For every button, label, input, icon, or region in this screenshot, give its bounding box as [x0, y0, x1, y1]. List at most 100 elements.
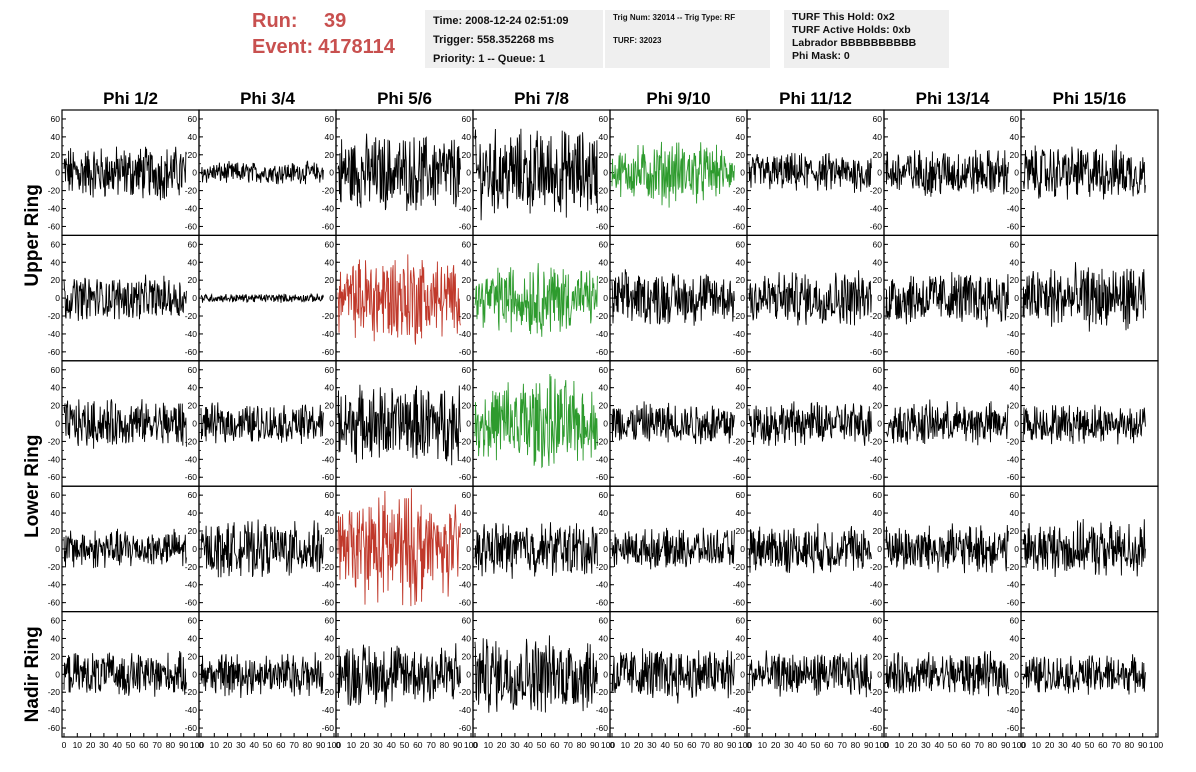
y-tick-label: 60 — [325, 616, 335, 626]
y-tick-label: 0 — [329, 419, 334, 429]
y-tick-label: 60 — [736, 365, 746, 375]
waveform-trace — [748, 401, 872, 446]
y-tick-label: -40 — [870, 454, 883, 464]
y-tick-label: 40 — [462, 132, 472, 142]
column-header: Phi 7/8 — [514, 89, 569, 108]
row-label: Upper Ring — [22, 184, 43, 286]
y-tick-label: 20 — [462, 651, 472, 661]
y-tick-label: -60 — [48, 723, 61, 733]
y-tick-label: -40 — [870, 329, 883, 339]
column-header: Phi 13/14 — [916, 89, 990, 108]
y-tick-label: 60 — [51, 616, 61, 626]
y-tick-label: -20 — [1007, 562, 1020, 572]
y-tick-label: 40 — [325, 508, 335, 518]
x-tick-label: 80 — [166, 740, 176, 750]
y-tick-label: 20 — [51, 651, 61, 661]
waveform-trace — [748, 650, 872, 698]
y-tick-label: 60 — [736, 616, 746, 626]
y-tick-label: -60 — [185, 221, 198, 231]
y-tick-label: -40 — [185, 580, 198, 590]
x-tick-label: 0 — [884, 740, 889, 750]
y-tick-label: 40 — [51, 132, 61, 142]
y-tick-label: 20 — [51, 275, 61, 285]
x-tick-label: 70 — [837, 740, 847, 750]
x-tick-label: 100 — [190, 740, 204, 750]
y-tick-label: -20 — [322, 562, 335, 572]
x-tick-label: 50 — [674, 740, 684, 750]
y-tick-label: -20 — [185, 311, 198, 321]
y-tick-label: -40 — [596, 204, 609, 214]
event-row: Event: 4178114 — [252, 34, 395, 60]
column-header: Phi 11/12 — [779, 89, 852, 108]
y-tick-label: -60 — [322, 472, 335, 482]
panel-frame — [883, 360, 1022, 487]
column-header: Phi 1/2 — [103, 89, 158, 108]
y-tick-label: -60 — [48, 472, 61, 482]
y-tick-label: 0 — [55, 293, 60, 303]
waveform-trace — [200, 292, 324, 303]
trig-num-box: Trig Num: 32014 -- Trig Type: RF TURF: 3… — [605, 10, 770, 68]
y-tick-label: 0 — [740, 544, 745, 554]
y-tick-label: -60 — [322, 598, 335, 608]
y-tick-label: 60 — [188, 114, 198, 124]
y-tick-label: -40 — [733, 329, 746, 339]
x-tick-label: 70 — [700, 740, 710, 750]
y-tick-label: -40 — [459, 204, 472, 214]
y-tick-label: 40 — [325, 257, 335, 267]
x-tick-label: 40 — [249, 740, 259, 750]
y-tick-label: -40 — [596, 454, 609, 464]
y-tick-label: 20 — [462, 526, 472, 536]
column-header: Phi 9/10 — [646, 89, 710, 108]
y-tick-label: -60 — [322, 221, 335, 231]
y-tick-label: 60 — [599, 490, 609, 500]
y-tick-label: -40 — [459, 705, 472, 715]
x-tick-label: 90 — [864, 740, 874, 750]
x-tick-label: 30 — [510, 740, 520, 750]
x-tick-label: 30 — [236, 740, 246, 750]
x-tick-label: 10 — [895, 740, 905, 750]
time-trigger-box: Time: 2008-12-24 02:51:09 Trigger: 558.3… — [425, 10, 603, 68]
x-tick-label: 50 — [811, 740, 821, 750]
y-tick-label: 60 — [462, 239, 472, 249]
waveform-trace — [611, 141, 735, 208]
y-tick-label: -60 — [1007, 221, 1020, 231]
y-tick-label: -40 — [596, 580, 609, 590]
y-tick-label: -40 — [185, 204, 198, 214]
y-tick-label: -20 — [1007, 436, 1020, 446]
y-tick-label: 40 — [462, 383, 472, 393]
waveform-trace — [611, 269, 735, 326]
y-tick-label: 20 — [188, 401, 198, 411]
y-tick-label: 0 — [192, 419, 197, 429]
y-tick-label: -20 — [596, 562, 609, 572]
y-tick-label: 40 — [51, 633, 61, 643]
x-tick-label: 10 — [1032, 740, 1042, 750]
y-tick-label: -60 — [48, 221, 61, 231]
y-tick-label: 40 — [599, 383, 609, 393]
x-tick-label: 0 — [747, 740, 752, 750]
waveform-trace — [200, 402, 324, 445]
waveform-trace — [474, 635, 598, 713]
y-tick-label: 20 — [599, 150, 609, 160]
y-tick-label: 20 — [599, 651, 609, 661]
y-tick-label: -60 — [1007, 598, 1020, 608]
x-tick-label: 0 — [610, 740, 615, 750]
y-tick-label: 40 — [188, 257, 198, 267]
y-tick-label: -60 — [733, 723, 746, 733]
y-tick-label: 0 — [603, 168, 608, 178]
panel-frame — [1020, 360, 1159, 487]
y-tick-label: 60 — [599, 616, 609, 626]
y-tick-label: -60 — [1007, 472, 1020, 482]
waveform-trace — [748, 523, 872, 574]
y-tick-label: -40 — [322, 705, 335, 715]
x-tick-label: 30 — [784, 740, 794, 750]
y-tick-label: 60 — [462, 616, 472, 626]
phi-mask-text: Phi Mask: 0 — [792, 50, 850, 62]
x-tick-label: 80 — [714, 740, 724, 750]
y-tick-label: -20 — [48, 562, 61, 572]
y-tick-label: 0 — [1014, 293, 1019, 303]
y-tick-label: 40 — [873, 132, 883, 142]
x-tick-label: 60 — [550, 740, 560, 750]
x-tick-label: 10 — [621, 740, 631, 750]
y-tick-label: 0 — [55, 419, 60, 429]
y-tick-label: 60 — [1010, 616, 1020, 626]
